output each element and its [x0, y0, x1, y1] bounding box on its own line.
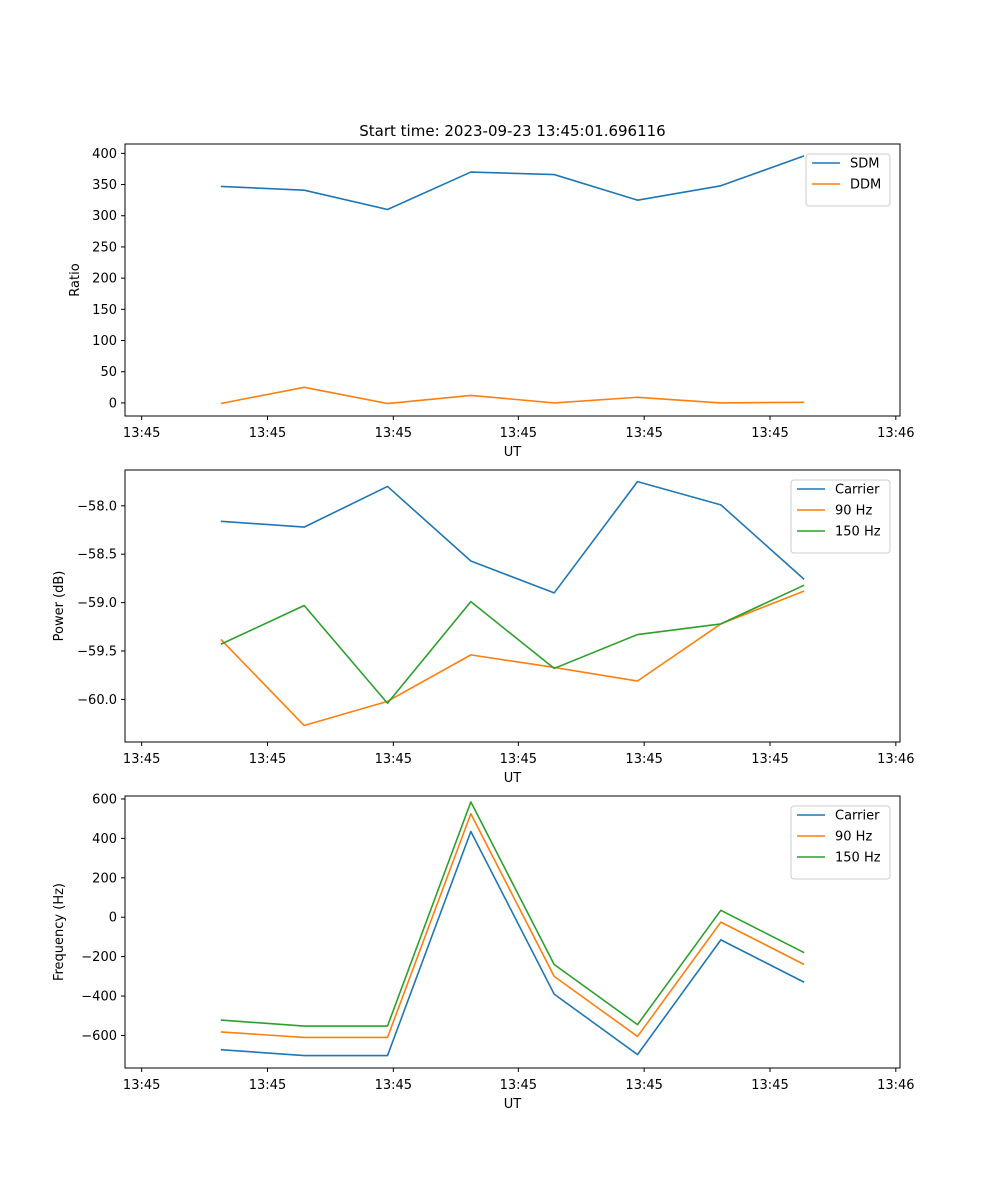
x-tick-label: 13:45 [751, 426, 788, 441]
y-axis-label: Power (dB) [52, 571, 67, 642]
series-line-90-hz [220, 812, 805, 1039]
x-tick-label: 13:45 [375, 752, 412, 767]
y-tick-label: 0 [109, 396, 117, 411]
x-tick-label: 13:45 [249, 426, 286, 441]
series-line-sdm [220, 155, 805, 211]
axes-frame [124, 795, 901, 1069]
series-line-90-hz [220, 590, 805, 727]
x-tick-label: 13:45 [625, 752, 662, 767]
x-tick-label: 13:46 [877, 752, 914, 767]
y-tick-label: 200 [92, 871, 117, 886]
y-tick-label: −59.0 [77, 596, 117, 611]
y-axis-label: Ratio [68, 263, 83, 296]
figure-title: Start time: 2023-09-23 13:45:01.696116 [359, 122, 665, 140]
x-axis-label: UT [504, 1097, 522, 1112]
legend-label-ddm: DDM [850, 178, 881, 193]
legend-label-150-hz: 150 Hz [835, 525, 881, 540]
y-tick-label: −400 [81, 990, 117, 1005]
legend-box [790, 805, 891, 880]
legend: SDM DDM [805, 153, 891, 207]
y-axis-label: Frequency (Hz) [52, 883, 67, 981]
y-tick-label: −58.0 [77, 499, 117, 514]
y-tick-label: 150 [92, 303, 117, 318]
x-axis-label: UT [504, 771, 522, 786]
legend-label-carrier: Carrier [835, 809, 880, 824]
x-tick-label: 13:45 [751, 752, 788, 767]
y-tick-label: 400 [92, 832, 117, 847]
x-tick-label: 13:45 [375, 426, 412, 441]
y-tick-label: 100 [92, 334, 117, 349]
x-tick-label: 13:45 [123, 426, 160, 441]
y-tick-label: 250 [92, 240, 117, 255]
y-tick-label: 50 [100, 365, 117, 380]
y-tick-label: 350 [92, 178, 117, 193]
x-tick-label: 13:45 [123, 1078, 160, 1093]
x-tick-label: 13:45 [123, 752, 160, 767]
legend-label-90-hz: 90 Hz [835, 830, 872, 845]
x-tick-label: 13:45 [751, 1078, 788, 1093]
legend: Carrier 90 Hz 150 Hz [790, 479, 891, 554]
series-line-150-hz [220, 801, 805, 1027]
x-tick-label: 13:45 [249, 1078, 286, 1093]
legend: Carrier 90 Hz 150 Hz [790, 805, 891, 880]
x-tick-label: 13:45 [375, 1078, 412, 1093]
y-tick-label: 600 [92, 792, 117, 807]
y-tick-label: 400 [92, 147, 117, 162]
legend-label-90-hz: 90 Hz [835, 504, 872, 519]
x-tick-label: 13:46 [877, 426, 914, 441]
series-line-ddm [220, 386, 805, 405]
subplot-2: 13:45 13:45 13:45 13:45 13:45 13:45 13:46 −60.0… [52, 469, 915, 786]
legend-label-carrier: Carrier [835, 483, 880, 498]
legend-box [790, 479, 891, 554]
series-line-150-hz [220, 584, 805, 705]
x-tick-label: 13:46 [877, 1078, 914, 1093]
y-tick-label: −59.5 [77, 645, 117, 660]
legend-label-sdm: SDM [850, 157, 879, 172]
y-tick-label: −600 [81, 1029, 117, 1044]
x-tick-label: 13:45 [249, 752, 286, 767]
y-tick-label: 300 [92, 209, 117, 224]
axes-frame [124, 469, 901, 743]
legend-box [805, 153, 891, 207]
y-tick-label: −200 [81, 950, 117, 965]
y-tick-label: 0 [109, 911, 117, 926]
series-line-carrier [220, 830, 805, 1057]
x-tick-label: 13:45 [500, 426, 537, 441]
x-tick-label: 13:45 [625, 426, 662, 441]
x-tick-label: 13:45 [625, 1078, 662, 1093]
y-tick-label: −58.5 [77, 548, 117, 563]
x-tick-label: 13:45 [500, 1078, 537, 1093]
y-tick-label: 200 [92, 272, 117, 287]
subplot-panels: 13:45 13:45 13:45 13:45 13:45 13:45 13:46 0 50 10… [52, 143, 915, 1112]
legend-label-150-hz: 150 Hz [835, 851, 881, 866]
subplot-3: 13:45 13:45 13:45 13:45 13:45 13:45 13:46 −600 −… [52, 792, 915, 1112]
series-line-carrier [220, 480, 805, 594]
y-tick-label: −60.0 [77, 693, 117, 708]
axes-frame [124, 143, 901, 417]
x-axis-label: UT [504, 445, 522, 460]
subplot-1: 13:45 13:45 13:45 13:45 13:45 13:45 13:46 0 50 10… [68, 143, 915, 460]
x-tick-label: 13:45 [500, 752, 537, 767]
